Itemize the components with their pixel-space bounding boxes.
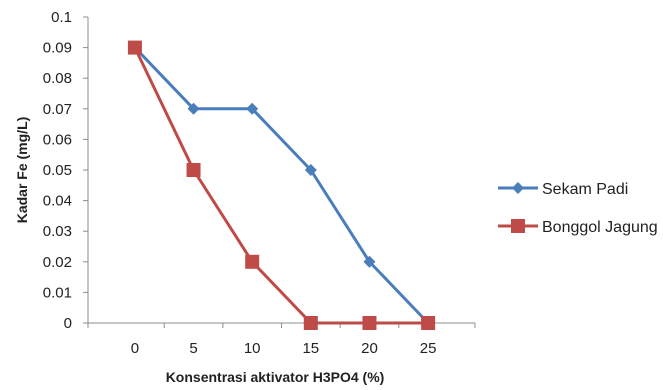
x-tick-label: 25 xyxy=(420,340,437,357)
y-tick-label: 0 xyxy=(64,315,72,332)
data-point xyxy=(421,316,436,330)
y-tick-label: 0.08 xyxy=(43,70,72,87)
series-layer xyxy=(127,40,436,330)
data-point xyxy=(186,163,201,177)
data-point xyxy=(362,316,377,330)
series-bonggol-jagung xyxy=(127,40,436,330)
y-tick-label: 0.04 xyxy=(43,193,72,210)
legend-label: Sekam Padi xyxy=(542,181,628,198)
legend-label: Bonggol Jagung xyxy=(542,219,658,236)
series-line xyxy=(133,46,430,325)
legend: Sekam Padi Bonggol Jagung xyxy=(498,181,658,236)
axes: 0 0.01 0.02 0.03 0.04 0.05 0.06 0.07 0.08 0.09 0.1… xyxy=(43,9,476,357)
x-axis-title: Konsentrasi aktivator H3PO4 (%) xyxy=(166,369,385,385)
y-tick-label: 0.03 xyxy=(43,223,72,240)
data-point xyxy=(303,316,318,330)
x-tick-label: 15 xyxy=(302,340,319,357)
data-point xyxy=(127,40,142,55)
y-tick-label: 0.05 xyxy=(43,162,72,179)
legend-item: Bonggol Jagung xyxy=(498,219,658,236)
series-sekam-padi xyxy=(128,41,435,329)
y-tick-label: 0.06 xyxy=(43,131,72,148)
legend-marker xyxy=(511,219,525,233)
data-point xyxy=(187,102,200,115)
data-point xyxy=(363,255,376,268)
legend-item: Sekam Padi xyxy=(498,181,628,198)
y-tick-label: 0.1 xyxy=(51,9,72,26)
y-tick-label: 0.01 xyxy=(43,284,72,301)
data-point xyxy=(245,254,260,269)
y-tick-label: 0.09 xyxy=(43,40,72,57)
x-tick-label: 5 xyxy=(189,340,197,357)
y-tick-label: 0.07 xyxy=(43,101,72,118)
x-tick-label: 20 xyxy=(361,340,378,357)
legend-marker xyxy=(512,182,524,194)
data-point xyxy=(304,164,317,176)
y-tick-label: 0.02 xyxy=(43,254,72,271)
y-axis-title: Kadar Fe (mg/L) xyxy=(14,117,30,224)
x-tick-label: 10 xyxy=(244,340,261,357)
data-point xyxy=(246,102,259,115)
series-line xyxy=(133,46,429,325)
x-tick-label: 0 xyxy=(131,340,139,357)
